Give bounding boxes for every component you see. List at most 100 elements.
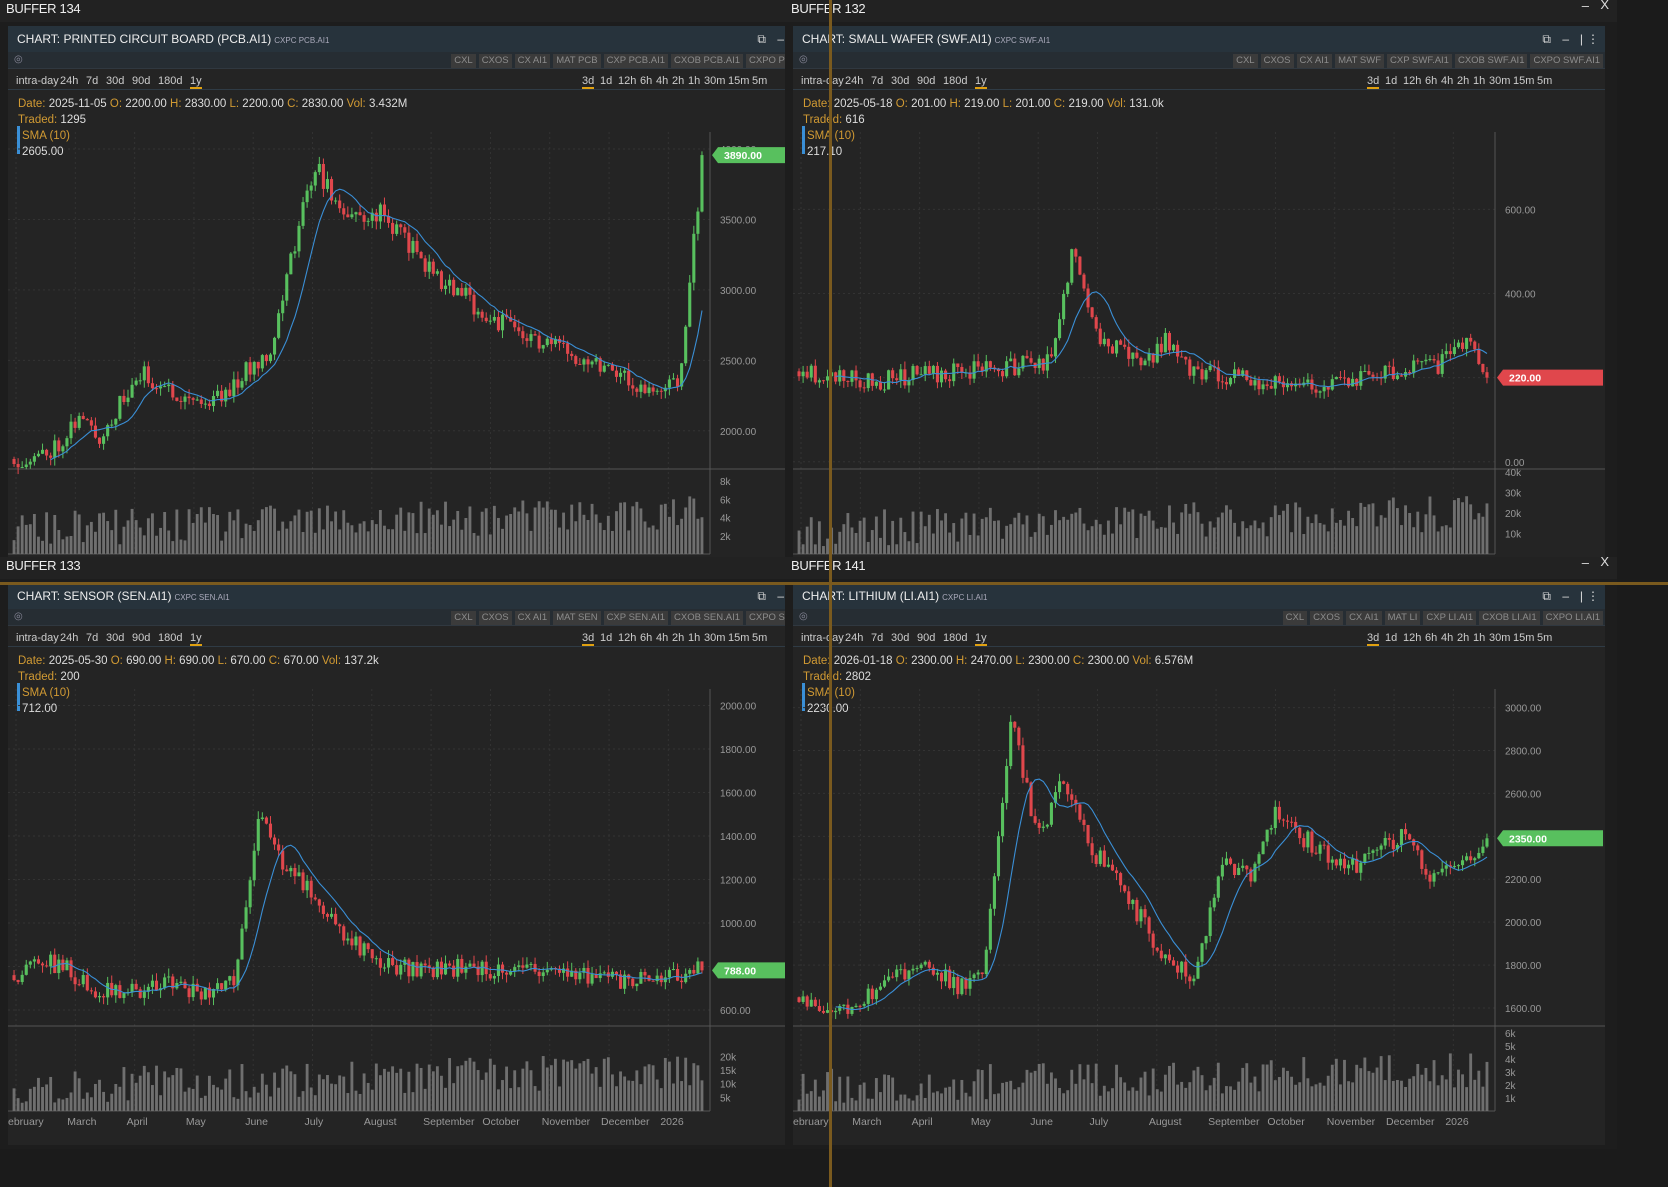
interval-6h[interactable]: 6h <box>640 75 653 87</box>
timeframe-180d[interactable]: 180d <box>943 75 968 87</box>
timeframe-1y[interactable]: 1y <box>975 75 987 89</box>
buffer-divider-vertical[interactable] <box>829 0 832 1187</box>
interval-30m[interactable]: 30m <box>704 75 726 87</box>
hide-eye-icon[interactable]: ◎ <box>799 54 808 65</box>
command-button[interactable]: MAT SWF <box>1335 54 1385 68</box>
command-button[interactable]: CXL <box>1282 611 1308 625</box>
candlestick-chart[interactable]: 1600.001800.002000.002200.002400.002600.… <box>793 647 1605 1145</box>
hide-eye-icon[interactable]: ◎ <box>799 611 808 622</box>
command-button[interactable]: CXPO SWF.AI1 <box>1530 54 1603 68</box>
more-icon[interactable]: ⋮ <box>1587 589 1599 603</box>
minimize-icon[interactable]: – <box>1562 32 1569 46</box>
minimize-icon[interactable]: – <box>777 32 784 46</box>
popout-icon[interactable]: ⧉ <box>757 32 766 46</box>
interval-2h[interactable]: 2h <box>672 632 685 644</box>
command-button[interactable]: CX AI1 <box>1296 54 1333 68</box>
interval-6h[interactable]: 6h <box>640 632 653 644</box>
interval-30m[interactable]: 30m <box>1489 75 1511 87</box>
interval-2h[interactable]: 2h <box>672 75 685 87</box>
minimize-icon[interactable]: – <box>1562 589 1569 603</box>
command-button[interactable]: CXL <box>1233 54 1258 68</box>
timeframe-180d[interactable]: 180d <box>943 632 968 644</box>
timeframe-intra-day[interactable]: intra-day <box>801 75 844 87</box>
command-button[interactable]: CXOS <box>478 611 512 625</box>
interval-4h[interactable]: 4h <box>1441 632 1454 644</box>
command-button[interactable]: CXOB PCB.AI1 <box>671 54 743 68</box>
interval-30m[interactable]: 30m <box>1489 632 1511 644</box>
timeframe-intra-day[interactable]: intra-day <box>801 632 844 644</box>
command-button[interactable]: CX AI1 <box>514 611 551 625</box>
interval-30m[interactable]: 30m <box>704 632 726 644</box>
command-button[interactable]: CXP PCB.AI1 <box>603 54 668 68</box>
interval-6h[interactable]: 6h <box>1425 632 1438 644</box>
interval-12h[interactable]: 12h <box>1403 632 1422 644</box>
timeframe-90d[interactable]: 90d <box>917 75 936 87</box>
command-button[interactable]: CXP SEN.AI1 <box>603 611 668 625</box>
interval-4h[interactable]: 4h <box>1441 75 1454 87</box>
command-button[interactable]: CXOS <box>1260 54 1294 68</box>
minimize-buffer-button[interactable]: – <box>1581 557 1589 570</box>
minimize-buffer-button[interactable]: – <box>1581 0 1589 13</box>
minimize-icon[interactable]: – <box>777 589 784 603</box>
interval-3d[interactable]: 3d <box>1367 75 1380 89</box>
interval-3d[interactable]: 3d <box>582 632 595 646</box>
hide-eye-icon[interactable]: ◎ <box>14 54 23 65</box>
command-button[interactable]: CXOB SWF.AI1 <box>1454 54 1528 68</box>
interval-2h[interactable]: 2h <box>1457 75 1470 87</box>
interval-1d[interactable]: 1d <box>600 75 613 87</box>
command-button[interactable]: CX AI1 <box>1346 611 1382 625</box>
interval-1d[interactable]: 1d <box>600 632 613 644</box>
command-button[interactable]: CXL <box>451 611 476 625</box>
timeframe-intra-day[interactable]: intra-day <box>16 75 59 87</box>
command-button[interactable]: CXOB LI.AI1 <box>1479 611 1540 625</box>
timeframe-7d[interactable]: 7d <box>86 75 99 87</box>
interval-6h[interactable]: 6h <box>1425 75 1438 87</box>
interval-2h[interactable]: 2h <box>1457 632 1470 644</box>
interval-3d[interactable]: 3d <box>582 75 595 89</box>
timeframe-30d[interactable]: 30d <box>106 75 125 87</box>
interval-1h[interactable]: 1h <box>688 75 701 87</box>
more-icon[interactable]: ⋮ <box>1587 32 1599 46</box>
interval-3d[interactable]: 3d <box>1367 632 1380 646</box>
candlestick-chart[interactable]: 0.00200.00400.00600.0010k20k30k40kebruar… <box>793 90 1605 588</box>
hide-eye-icon[interactable]: ◎ <box>14 611 23 622</box>
interval-1d[interactable]: 1d <box>1385 632 1398 644</box>
interval-15m[interactable]: 15m <box>728 632 750 644</box>
interval-1h[interactable]: 1h <box>1473 632 1486 644</box>
timeframe-24h[interactable]: 24h <box>845 75 864 87</box>
command-button[interactable]: CXOB SEN.AI1 <box>671 611 743 625</box>
popout-icon[interactable]: ⧉ <box>1542 32 1551 46</box>
popout-icon[interactable]: ⧉ <box>1542 589 1551 603</box>
interval-12h[interactable]: 12h <box>618 75 637 87</box>
interval-12h[interactable]: 12h <box>618 632 637 644</box>
candlestick-chart[interactable]: 600.00800.001000.001200.001400.001600.00… <box>8 647 820 1145</box>
timeframe-90d[interactable]: 90d <box>132 632 151 644</box>
interval-15m[interactable]: 15m <box>728 75 750 87</box>
interval-15m[interactable]: 15m <box>1513 75 1535 87</box>
command-button[interactable]: MAT PCB <box>553 54 601 68</box>
timeframe-7d[interactable]: 7d <box>86 632 99 644</box>
candlestick-chart[interactable]: 2000.002500.003000.003500.004000.002k4k6… <box>8 90 820 588</box>
timeframe-24h[interactable]: 24h <box>60 632 79 644</box>
interval-5m[interactable]: 5m <box>752 632 768 644</box>
close-buffer-button[interactable]: X <box>1600 0 1609 12</box>
interval-5m[interactable]: 5m <box>752 75 768 87</box>
command-button[interactable]: CXOS <box>478 54 512 68</box>
timeframe-180d[interactable]: 180d <box>158 75 183 87</box>
interval-1d[interactable]: 1d <box>1385 75 1398 87</box>
timeframe-30d[interactable]: 30d <box>106 632 125 644</box>
timeframe-7d[interactable]: 7d <box>871 632 884 644</box>
command-button[interactable]: CXP LI.AI1 <box>1423 611 1477 625</box>
interval-15m[interactable]: 15m <box>1513 632 1535 644</box>
command-button[interactable]: CXOS <box>1310 611 1344 625</box>
interval-5m[interactable]: 5m <box>1537 632 1553 644</box>
command-button[interactable]: CXPO LI.AI1 <box>1542 611 1603 625</box>
timeframe-24h[interactable]: 24h <box>60 75 79 87</box>
buffer-divider-horizontal[interactable] <box>0 582 1668 585</box>
timeframe-1y[interactable]: 1y <box>190 75 202 89</box>
command-button[interactable]: MAT SEN <box>553 611 601 625</box>
timeframe-30d[interactable]: 30d <box>891 75 910 87</box>
interval-1h[interactable]: 1h <box>688 632 701 644</box>
popout-icon[interactable]: ⧉ <box>757 589 766 603</box>
timeframe-90d[interactable]: 90d <box>917 632 936 644</box>
